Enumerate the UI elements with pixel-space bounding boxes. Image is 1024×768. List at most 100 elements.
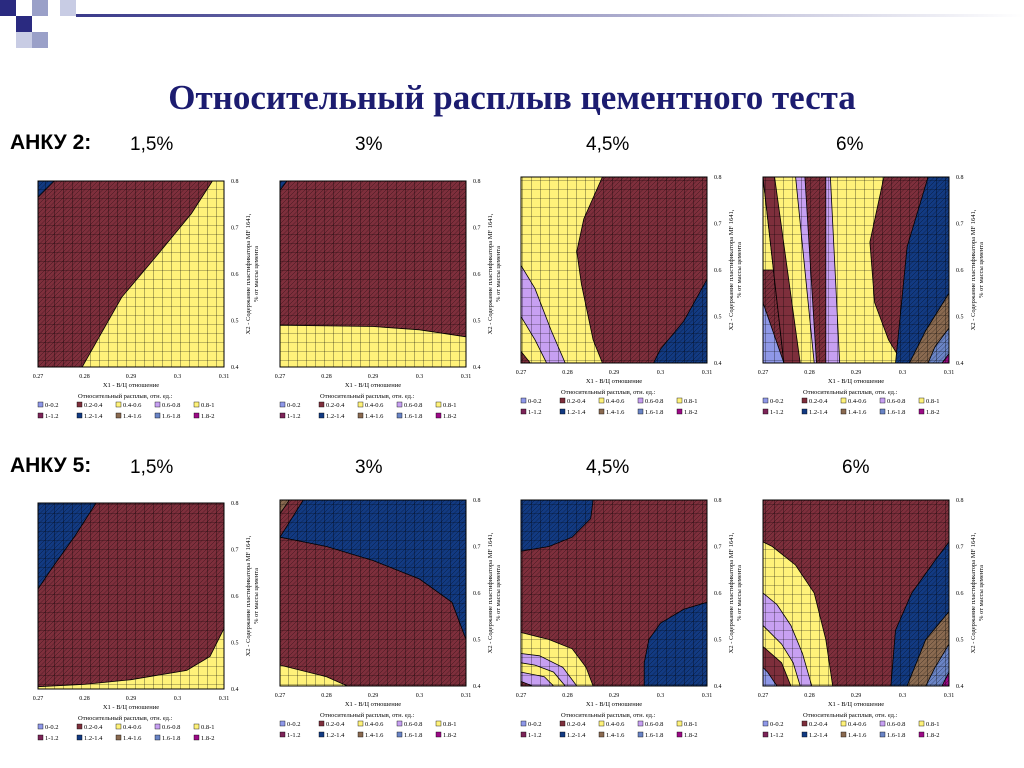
legend-title: Относительный расплыв, отн. ед.: [320, 712, 415, 719]
plot-grid [280, 500, 466, 686]
contour-chart: 0.27 0.28 0.29 0.3 0.310.4 0.5 0.6 0.7 0.8 X1 - В… [758, 175, 985, 416]
x-tick-label: 0.3 [899, 693, 907, 699]
legend-swatch [801, 720, 808, 727]
legend-swatch [115, 401, 122, 408]
legend-label: 0.8-1 [926, 721, 940, 728]
x-tick-label: 0.3 [416, 374, 424, 380]
y-tick-label: 0.7 [231, 226, 239, 232]
legend-swatch [396, 720, 403, 727]
legend-swatch [193, 401, 200, 408]
legend-swatch [279, 731, 286, 738]
legend-label: 0.2-0.4 [84, 402, 103, 409]
legend-label: 0.4-0.6 [606, 398, 625, 405]
plot-area [280, 500, 466, 686]
legend-label: 0.4-0.6 [365, 402, 384, 409]
legend-label: 0.8-1 [201, 402, 215, 409]
legend-swatch [76, 401, 83, 408]
legend-label: 0.2-0.4 [326, 402, 345, 409]
legend-swatch [37, 723, 44, 730]
legend-label: 1.8-2 [684, 732, 698, 739]
legend-label: 1.8-2 [684, 409, 698, 416]
x-tick-label: 0.27 [275, 374, 286, 380]
legend-label: 1.8-2 [926, 732, 940, 739]
x-tick-label: 0.27 [33, 696, 44, 702]
legend-label: 0-0.2 [528, 721, 542, 728]
legend-swatch [637, 397, 644, 404]
x-tick-label: 0.27 [33, 374, 44, 380]
legend-label: 1.6-1.8 [645, 409, 663, 416]
legend-label: 0.4-0.6 [123, 724, 142, 731]
x-tick-label: 0.31 [461, 693, 472, 699]
legend-title: Относительный расплыв, отн. ед.: [78, 715, 173, 722]
legend-swatch [801, 397, 808, 404]
legend-swatch [37, 401, 44, 408]
legend-label: 0-0.2 [287, 721, 301, 728]
legend-label: 1.2-1.4 [84, 413, 103, 420]
legend-swatch [76, 734, 83, 741]
legend-swatch [918, 731, 925, 738]
x-axis-label: X1 - В/Ц отношение [345, 382, 401, 389]
y-tick-label: 0.7 [231, 548, 239, 554]
legend-label: 1.2-1.4 [326, 732, 345, 739]
legend-swatch [840, 731, 847, 738]
legend-swatch [76, 723, 83, 730]
legend-label: 0.8-1 [443, 402, 457, 409]
y-axis-label: % от массы цемента [495, 565, 502, 621]
x-tick-label: 0.27 [275, 693, 286, 699]
legend-label: 1-1.2 [770, 732, 784, 739]
legend-swatch [154, 401, 161, 408]
x-tick-label: 0.31 [944, 693, 955, 699]
legend-swatch [559, 720, 566, 727]
legend-swatch [318, 720, 325, 727]
y-tick-label: 0.4 [714, 684, 722, 690]
legend-label: 0.8-1 [443, 721, 457, 728]
legend-swatch [279, 720, 286, 727]
x-tick-label: 0.3 [899, 370, 907, 376]
legend-label: 1.2-1.4 [809, 732, 828, 739]
legend-swatch [879, 408, 886, 415]
percent-label: 1,5% [130, 457, 174, 478]
legend-swatch [357, 412, 364, 419]
legend-swatch [801, 408, 808, 415]
legend-swatch [637, 720, 644, 727]
legend-swatch [637, 408, 644, 415]
y-tick-label: 0.8 [231, 179, 239, 185]
contour-chart: 0.27 0.28 0.29 0.3 0.310.4 0.5 0.6 0.7 0.8 X1 - В… [33, 179, 260, 420]
legend-label: 0.8-1 [684, 398, 698, 405]
legend-swatch [520, 397, 527, 404]
legend-label: 1.8-2 [443, 732, 457, 739]
legend-label: 1-1.2 [287, 732, 301, 739]
x-tick-label: 0.27 [516, 693, 527, 699]
plot-area [38, 181, 224, 367]
x-axis-label: X1 - В/Ц отношение [828, 701, 884, 708]
x-tick-label: 0.29 [126, 696, 137, 702]
legend-label: 0.6-0.8 [887, 721, 905, 728]
percent-label: 1,5% [130, 134, 174, 155]
y-tick-label: 0.5 [956, 638, 964, 644]
y-tick-label: 0.8 [956, 498, 964, 504]
x-tick-label: 0.28 [562, 370, 573, 376]
x-tick-label: 0.28 [79, 696, 90, 702]
legend-swatch [396, 731, 403, 738]
legend-label: 1.6-1.8 [887, 409, 905, 416]
legend-swatch [435, 731, 442, 738]
plot-area [521, 500, 707, 686]
page-title: Относительный расплыв цементного теста [168, 78, 856, 117]
y-tick-label: 0.7 [473, 226, 481, 232]
legend-label: 0-0.2 [287, 402, 301, 409]
legend-label: 0.4-0.6 [848, 721, 867, 728]
y-tick-label: 0.4 [231, 365, 239, 371]
legend-label: 0.2-0.4 [809, 398, 828, 405]
legend-swatch [435, 720, 442, 727]
x-tick-label: 0.3 [657, 370, 665, 376]
legend-swatch [598, 720, 605, 727]
y-tick-label: 0.7 [473, 545, 481, 551]
legend-swatch [918, 408, 925, 415]
legend-title: Относительный расплыв, отн. ед.: [561, 389, 656, 396]
legend-swatch [676, 731, 683, 738]
y-axis-label: X2 - Содержание пластификатора MF 1641, [728, 532, 735, 653]
percent-label: 4,5% [586, 134, 630, 155]
x-tick-label: 0.29 [368, 693, 379, 699]
contour-chart: 0.27 0.28 0.29 0.3 0.310.4 0.5 0.6 0.7 0.8 X1 - В… [758, 498, 985, 739]
legend-swatch [559, 731, 566, 738]
